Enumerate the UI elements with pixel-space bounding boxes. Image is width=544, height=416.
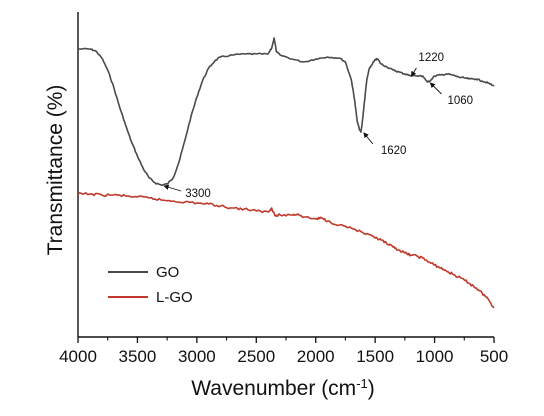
x-tick-label-1000: 1000 xyxy=(416,347,454,366)
legend-label-l-go: L-GO xyxy=(156,289,193,306)
annotation-layer: 3300 1620 1220 1060 xyxy=(163,52,473,200)
x-tick-label-4000: 4000 xyxy=(59,347,97,366)
annotation-label-1620: 1620 xyxy=(381,145,407,157)
annotation-label-1220: 1220 xyxy=(418,52,444,64)
x-tick-label-3000: 3000 xyxy=(178,347,216,366)
x-axis-ticks xyxy=(77,337,495,343)
x-axis-label: Wavenumber (cm-1) xyxy=(191,376,375,401)
x-tick-label-2500: 2500 xyxy=(237,347,275,366)
legend: GO L-GO xyxy=(108,264,193,306)
series-line-l-go xyxy=(77,192,495,309)
y-axis-label: Transmittance (%) xyxy=(44,85,67,256)
annotation-arrow-3300 xyxy=(163,184,182,192)
legend-label-go: GO xyxy=(156,264,179,281)
annotation-arrow-1620 xyxy=(363,132,374,145)
x-tick-label-500: 500 xyxy=(480,347,508,366)
annotation-label-1060: 1060 xyxy=(447,95,473,107)
annotation-label-3300: 3300 xyxy=(185,188,211,200)
x-tick-label-1500: 1500 xyxy=(356,347,394,366)
series-line-go xyxy=(78,37,495,187)
x-tick-label-2000: 2000 xyxy=(297,347,335,366)
x-tick-label-3500: 3500 xyxy=(119,347,157,366)
x-axis-tick-labels: 4000 3500 3000 2500 2000 1500 1000 500 xyxy=(59,347,508,366)
annotation-arrow-1060 xyxy=(429,82,442,95)
series-layer xyxy=(77,37,495,309)
annotation-arrow-1220 xyxy=(410,67,417,77)
